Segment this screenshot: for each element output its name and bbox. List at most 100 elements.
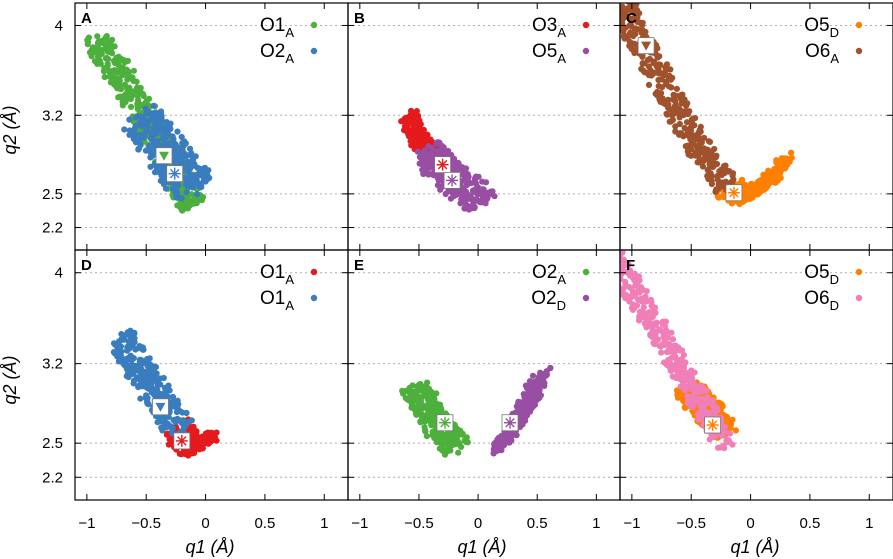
data-point-pink [620,275,622,282]
data-point-pink [626,272,634,279]
data-point-pink [680,352,688,359]
data-point-blue [170,138,177,145]
data-point-purple [463,182,470,189]
data-point-green [427,418,434,426]
data-point-pink [609,256,615,262]
data-point-brown [683,102,690,109]
data-point-purple [418,158,425,165]
data-point-blue [148,380,155,387]
data-point-blue [133,375,140,382]
scatter-cloud [84,33,213,214]
data-point-orange [765,176,772,183]
data-point-blue [174,397,181,404]
data-point-purple [473,180,480,187]
data-point-green [433,390,440,397]
data-point-brown [729,170,737,177]
panel-frame [347,2,621,251]
data-point-green [456,427,464,434]
data-point-green [461,437,468,444]
data-point-blue [160,132,167,139]
data-point-pink [703,387,710,394]
data-point-green [121,81,128,88]
data-point-green [455,449,462,456]
legend-swatch [582,47,590,55]
x-tick-label: 0 [746,515,754,532]
data-point-brown [633,26,640,33]
data-point-blue [118,336,125,343]
data-point-purple [443,149,450,156]
legend-swatch [582,268,590,276]
data-point-green [133,78,140,85]
data-point-blue [158,110,165,117]
legend-label: O6D [804,288,839,313]
data-point-green [429,410,436,418]
data-point-pink [614,264,620,270]
data-point-pink [680,365,687,372]
triangle-marker [155,147,173,165]
data-point-green [101,73,108,81]
data-point-blue [140,346,147,353]
data-point-green [139,90,147,98]
data-point-blue [137,142,144,149]
data-point-brown [607,8,613,14]
data-point-blue [198,166,206,173]
data-point-brown [620,19,626,27]
x-tick-label: 1 [865,515,873,532]
star-marker [704,416,721,434]
data-point-brown [725,168,732,175]
data-point-purple [535,388,543,395]
data-point-green [418,400,425,407]
data-point-brown [681,124,688,132]
data-point-brown [716,182,723,189]
data-point-purple [429,145,436,152]
data-point-orange [732,427,740,434]
x-axis-label-left: q1 (Å) [185,537,234,557]
data-point-brown [676,120,683,128]
data-point-brown [621,35,628,42]
data-point-green [93,45,100,52]
data-point-blue [190,182,197,189]
data-point-pink [638,295,645,302]
data-point-blue [193,191,201,198]
data-point-blue [117,347,124,354]
data-point-green [406,397,413,404]
y-tick-label: 2.5 [42,186,63,203]
data-point-pink [727,430,734,437]
data-point-brown [620,10,625,18]
star-icon-ray [505,417,515,428]
data-point-purple [464,205,471,212]
x-tick-label: −1 [78,515,95,532]
data-point-pink [723,436,731,443]
legend-swatch [310,47,318,55]
data-point-brown [678,130,685,137]
data-point-pink [715,444,722,451]
data-point-brown [663,110,670,117]
data-point-purple [522,417,529,424]
data-point-green [125,71,132,78]
data-point-pink [609,255,615,261]
data-point-green [424,379,431,386]
data-point-brown [712,188,719,195]
data-point-blue [132,346,139,353]
triangle-icon [641,41,652,51]
data-point-green [444,446,451,453]
data-point-pink [663,327,670,334]
panel-letter: C [626,10,637,27]
y-tick-label: 2.5 [42,435,63,452]
data-point-pink [648,299,655,306]
data-point-green [125,95,132,102]
data-point-red [211,434,218,441]
data-point-orange [718,401,725,408]
data-point-blue [162,421,169,428]
data-point-purple [456,163,463,170]
data-point-green [439,438,446,445]
data-point-red [427,136,434,143]
data-point-pink [667,367,674,374]
legend-swatch [855,21,863,29]
data-point-blue [167,125,174,133]
data-point-green [452,441,459,448]
data-point-pink [698,410,705,417]
data-point-pink [643,324,650,331]
data-point-pink [678,347,686,354]
